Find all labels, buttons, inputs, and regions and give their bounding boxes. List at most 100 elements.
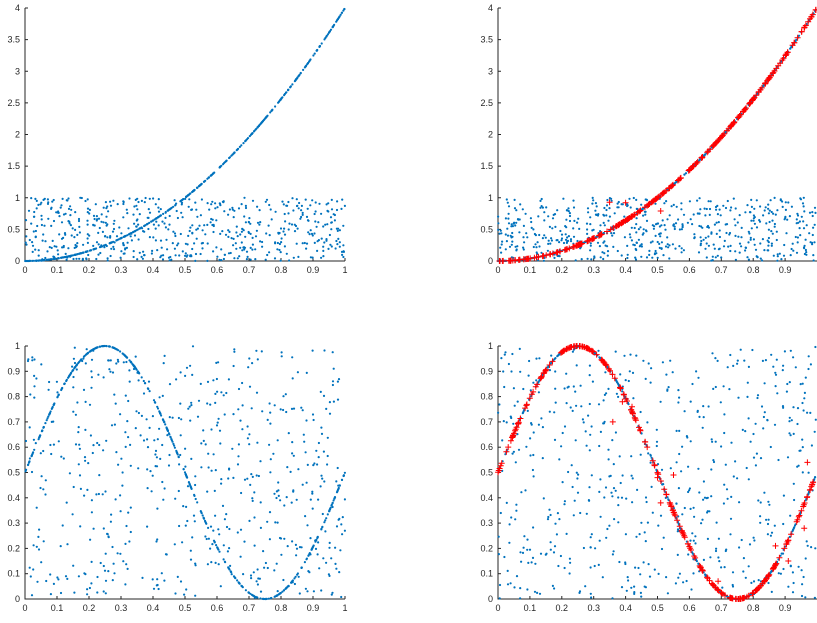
scatter-point <box>315 225 318 228</box>
scatter-point <box>782 364 785 367</box>
x-tick-label: 0.3 <box>115 603 128 613</box>
scatter-point <box>667 386 670 389</box>
scatter-point <box>752 219 755 222</box>
highlight-point <box>629 403 635 410</box>
scatter-point <box>568 219 572 223</box>
scatter-point <box>655 468 658 471</box>
scatter-point <box>35 506 38 509</box>
scatter-point <box>241 404 244 407</box>
scatter-point <box>231 153 234 156</box>
scatter-point <box>316 463 319 466</box>
scatter-point <box>157 198 160 201</box>
scatter-point <box>311 546 314 549</box>
scatter-point <box>642 561 645 564</box>
highlight-point <box>657 208 664 214</box>
scatter-point <box>631 371 635 374</box>
scatter-point <box>812 226 815 229</box>
scatter-point <box>543 256 546 259</box>
scatter-point <box>120 457 123 460</box>
scatter-point <box>312 464 315 467</box>
scatter-point <box>310 548 313 551</box>
scatter-point <box>121 484 124 487</box>
scatter-point <box>115 451 118 454</box>
scatter-point <box>577 473 580 476</box>
scatter-point <box>709 556 712 559</box>
scatter-point <box>770 353 773 356</box>
scatter-point <box>589 216 592 219</box>
scatter-point <box>159 239 163 242</box>
scatter-point <box>259 597 262 600</box>
y-tick-label: 0.1 <box>480 569 493 579</box>
scatter-point <box>246 477 249 480</box>
scatter-point <box>736 362 739 365</box>
scatter-point <box>34 248 37 251</box>
scatter-point <box>255 229 258 232</box>
highlight-point <box>655 193 662 200</box>
scatter-point <box>263 118 266 121</box>
scatter-point <box>102 376 105 379</box>
scatter-point <box>611 439 614 442</box>
scatter-point <box>293 582 296 586</box>
scatter-point <box>734 460 737 463</box>
scatter-point <box>52 257 56 260</box>
scatter-point <box>799 449 802 452</box>
scatter-point <box>497 215 500 218</box>
scatter-point <box>256 583 259 586</box>
highlight-point <box>499 258 506 264</box>
scatter-point <box>814 345 817 349</box>
scatter-point <box>269 111 272 114</box>
scatter-point <box>179 453 182 457</box>
scatter-point <box>320 589 323 592</box>
scatter-point <box>290 223 294 226</box>
scatter-point <box>279 227 283 230</box>
scatter-point <box>634 256 637 259</box>
scatter-point <box>562 197 565 200</box>
scatter-point <box>116 552 119 555</box>
scatter-point <box>565 218 568 221</box>
scatter-point <box>541 426 545 429</box>
scatter-point <box>537 391 541 394</box>
scatter-point <box>801 446 804 449</box>
scatter-point <box>280 351 283 354</box>
scatter-point <box>332 213 335 216</box>
scatter-point <box>40 214 43 217</box>
scatter-point <box>759 515 762 518</box>
scatter-point <box>605 392 608 395</box>
scatter-point <box>514 224 517 227</box>
y-tick-label: 4 <box>15 3 20 13</box>
scatter-point <box>161 480 164 484</box>
scatter-point <box>699 244 702 247</box>
scatter-point <box>617 521 620 524</box>
scatter-point <box>108 242 111 245</box>
scatter-point <box>698 224 701 228</box>
scatter-point <box>277 232 280 235</box>
scatter-point <box>84 362 87 365</box>
scatter-point <box>760 405 764 408</box>
scatter-point <box>584 585 587 588</box>
scatter-point <box>139 434 142 437</box>
scatter-point <box>566 240 569 243</box>
scatter-point <box>718 560 721 563</box>
scatter-point <box>102 527 105 530</box>
scatter-point <box>43 259 46 262</box>
scatter-point <box>809 411 812 414</box>
scatter-point <box>86 352 89 355</box>
scatter-point <box>270 218 273 221</box>
scatter-point <box>172 442 175 445</box>
scatter-point <box>782 567 785 571</box>
scatter-point <box>243 478 247 481</box>
scatter-point <box>292 407 296 410</box>
scatter-point <box>117 463 120 466</box>
scatter-point <box>86 593 89 596</box>
scatter-point <box>510 516 513 519</box>
scatter-point <box>57 394 60 397</box>
scatter-point <box>196 215 199 218</box>
scatter-point <box>328 508 332 511</box>
scatter-point <box>507 222 511 225</box>
scatter-point <box>28 426 31 429</box>
scatter-point <box>503 385 506 389</box>
highlight-point <box>807 15 814 22</box>
scatter-point <box>145 418 148 421</box>
scatter-point <box>57 578 60 581</box>
y-tick-label: 1.5 <box>480 161 493 171</box>
